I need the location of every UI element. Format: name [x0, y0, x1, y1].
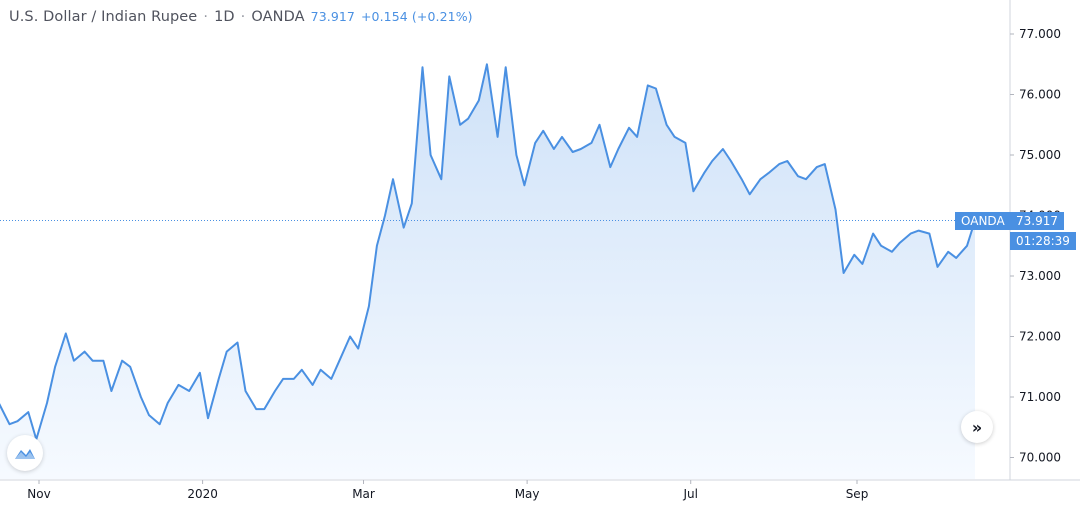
chart-legend: U.S. Dollar / Indian Rupee · 1D · OANDA 73.91… [9, 9, 473, 25]
x-tick-label: Nov [27, 487, 50, 501]
time-axis[interactable]: Nov 2020 Mar May Jul Sep [27, 480, 868, 501]
x-tick-label: Mar [352, 487, 375, 501]
bar-countdown-label: 01:28:39 [1010, 232, 1076, 250]
y-tick-label: 75.000 [1019, 148, 1061, 162]
logo-glyph-icon [15, 449, 35, 459]
tradingview-logo-icon[interactable] [7, 435, 43, 471]
legend-separator-1: · [203, 9, 209, 25]
x-tick-label: 2020 [187, 487, 218, 501]
y-tick-label: 76.000 [1019, 88, 1061, 102]
legend-separator-2: · [240, 9, 246, 25]
scroll-to-realtime-button[interactable]: » [961, 411, 993, 443]
legend-symbol[interactable]: U.S. Dollar / Indian Rupee [9, 9, 198, 25]
y-tick-label: 77.000 [1019, 27, 1061, 41]
last-price-label: 73.917 [1010, 212, 1064, 230]
x-tick-label: Jul [682, 487, 697, 501]
y-tick-label: 72.000 [1019, 330, 1061, 344]
x-tick-label: May [515, 487, 540, 501]
symbol-price-label: OANDA [955, 212, 1011, 230]
chevrons-right-icon: » [971, 417, 983, 437]
y-tick-label: 71.000 [1019, 390, 1061, 404]
legend-change: +0.154 (+0.21%) [360, 9, 473, 24]
legend-interval[interactable]: 1D [214, 9, 235, 25]
plot-area [0, 63, 1008, 479]
y-tick-label: 70.000 [1019, 451, 1061, 465]
series-line[interactable] [0, 63, 976, 441]
legend-exchange[interactable]: OANDA [251, 9, 305, 25]
y-tick-label: 73.000 [1019, 269, 1061, 283]
x-tick-label: Sep [846, 487, 869, 501]
series-area-fill [0, 64, 975, 479]
legend-last-price: 73.917 [310, 9, 355, 24]
